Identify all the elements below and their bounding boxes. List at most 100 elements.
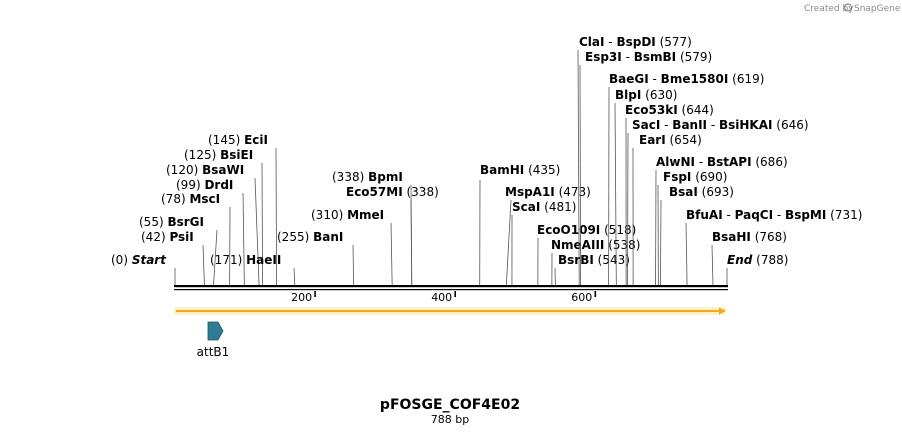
ruler-tick-label: 600 [571,291,592,304]
site-bsiei[interactable]: (125) BsiEI [184,148,263,286]
site-label[interactable]: (310) MmeI [311,208,384,222]
enzyme-separator: - [695,155,707,169]
site-alwni[interactable]: AlwNI - BstAPI (686) [655,155,788,286]
site-bsrgi[interactable]: (55) BsrGI [139,215,218,286]
site-bfuai[interactable]: BfuAI - PaqCI - BspMI (731) [685,208,862,286]
ruler: 200 400 600 [291,291,597,304]
site-label[interactable]: (255) BanI [277,230,343,244]
enzyme-name: PsiI [169,230,193,244]
enzyme-name: BsiEI [220,148,253,162]
ruler-tick-400: 400 [431,291,457,304]
enzyme-name: BspMI [785,208,826,222]
site-bamhi[interactable]: BamHI (435) [479,163,561,286]
site-label[interactable]: (125) BsiEI [184,148,253,162]
enzyme-separator: - [649,72,661,86]
site-bsawi[interactable]: (120) BsaWI [166,163,260,286]
site-connector [579,64,581,286]
site-label[interactable]: (42) PsiI [141,230,194,244]
feature-arrow-icon [207,321,224,341]
feature-attb1[interactable]: attB1 [197,321,230,359]
site-psii[interactable]: (42) PsiI [141,230,205,286]
site-label[interactable]: ClaI - BspDI (577) [579,35,692,49]
site-scai[interactable]: ScaI (481) [511,200,576,286]
enzyme-name: BsaI [669,185,698,199]
site-position: (42) [141,230,169,244]
site-label[interactable]: End (788) [727,253,788,267]
site-position: (481) [540,200,576,214]
site-haeii[interactable]: (171) HaeII [210,253,296,286]
site-mspa1i[interactable]: MspA1I (473) [505,185,591,286]
site-label[interactable]: MspA1I (473) [505,185,591,199]
site-bsrbi[interactable]: BsrBI (543) [554,253,630,286]
site-label[interactable]: (99) DrdI [176,178,233,192]
site-label[interactable]: AlwNI - BstAPI (686) [656,155,788,169]
site-label[interactable]: (338) BpmI [332,170,403,184]
enzyme-name: DrdI [204,178,233,192]
enzyme-name: BpmI [368,170,403,184]
site-label[interactable]: BamHI (435) [480,163,560,177]
site-bpmi[interactable]: (338) BpmI [332,170,413,286]
enzyme-name: PaqCI [735,208,773,222]
site-label[interactable]: Esp3I - BsmBI (579) [585,50,712,64]
site-label[interactable]: SacI - BanII - BsiHKAI (646) [632,118,809,132]
site-label[interactable]: (145) EciI [208,133,268,147]
site-label[interactable]: (0) Start [111,253,167,267]
site-drdi[interactable]: (99) DrdI [176,178,245,286]
site-esp3i[interactable]: Esp3I - BsmBI (579) [579,50,712,286]
enzyme-separator: - [773,208,785,222]
site-position: (145) [208,133,244,147]
enzyme-name: EarI [639,133,666,147]
site-label[interactable]: (55) BsrGI [139,215,204,229]
site-ecii[interactable]: (145) EciI [208,133,277,286]
site-label[interactable]: Eco57MI (338) [346,185,439,199]
site-label[interactable]: (171) HaeII [210,253,281,267]
site-bsai[interactable]: BsaI (693) [660,185,734,286]
site-start[interactable]: (0) Start [111,253,176,285]
site-fspi[interactable]: FspI (690) [657,170,728,286]
site-nmeaiii[interactable]: NmeAIII (538) [551,238,640,286]
site-clai[interactable]: ClaI - BspDI (577) [577,35,692,286]
restriction-sites: (0) Start (42) PsiI(55) BsrGI (78) MscI(99… [111,35,862,286]
site-position: (125) [184,148,220,162]
enzyme-name: AlwNI [656,155,695,169]
enzyme-name: FspI [663,170,691,184]
site-position: (255) [277,230,313,244]
site-connector [202,244,205,286]
site-label[interactable]: (78) MscI [161,192,220,206]
site-label[interactable]: (120) BsaWI [166,163,244,177]
sequence-bar[interactable] [174,307,726,315]
site-end[interactable]: End (788) [726,253,788,285]
site-bani[interactable]: (255) BanI [277,230,355,286]
site-label[interactable]: FspI (690) [663,170,728,184]
site-label[interactable]: EcoO109I (518) [537,223,636,237]
enzyme-name: Eco57MI [346,185,403,199]
site-label[interactable]: BsaHI (768) [712,230,787,244]
site-label[interactable]: ScaI (481) [512,200,576,214]
site-label[interactable]: EarI (654) [639,133,702,147]
site-bsahi[interactable]: BsaHI (768) [711,230,787,286]
snapgene-credit: Created by SnapGene [804,3,901,14]
site-position: (78) [161,192,189,206]
site-msci[interactable]: (78) MscI [161,192,231,286]
ruler-tick-label: 200 [291,291,312,304]
site-label[interactable]: BsaI (693) [669,185,734,199]
plasmid-length: 788 bp [431,413,469,426]
site-blpi[interactable]: BlpI (630) [614,88,677,286]
site-eco53ki[interactable]: Eco53kI (644) [625,103,714,286]
site-label[interactable]: BfuAI - PaqCI - BspMI (731) [686,208,862,222]
site-connector [254,177,260,286]
enzyme-name: Bme1580I [661,72,729,86]
site-label[interactable]: BlpI (630) [615,88,677,102]
site-saci[interactable]: SacI - BanII - BsiHKAI (646) [627,118,809,286]
site-eari[interactable]: EarI (654) [632,133,702,286]
site-baegi[interactable]: BaeGI - Bme1580I (619) [608,72,765,286]
site-eco57mi[interactable]: Eco57MI (338) [346,185,439,286]
site-mmei[interactable]: (310) MmeI [311,208,393,286]
site-label[interactable]: BaeGI - Bme1580I (619) [609,72,764,86]
credit-prefix: Created by [804,4,854,14]
site-label[interactable]: BsrBI (543) [558,253,630,267]
enzyme-name: MmeI [347,208,384,222]
site-label[interactable]: NmeAIII (538) [551,238,640,252]
site-label[interactable]: Eco53kI (644) [625,103,714,117]
